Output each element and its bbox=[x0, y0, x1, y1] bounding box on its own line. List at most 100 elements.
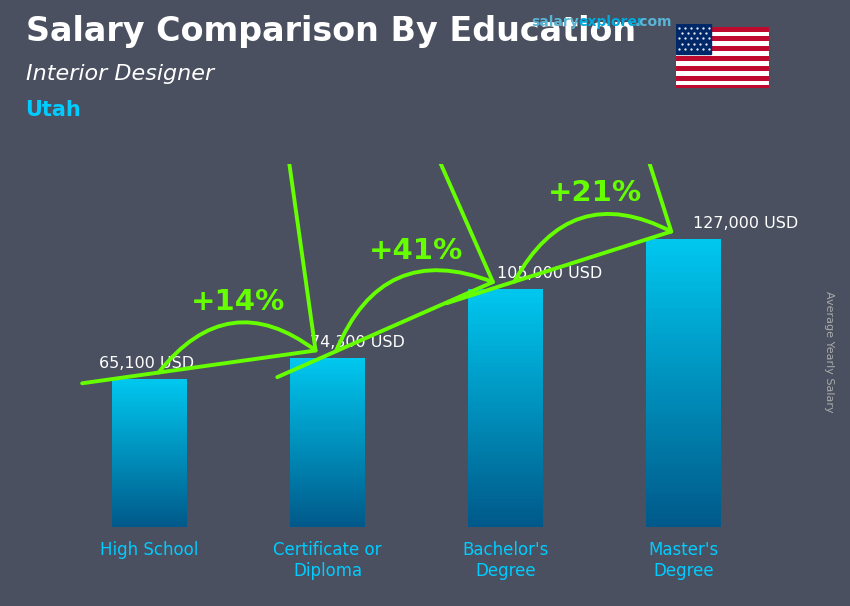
Bar bbox=[290, 480, 365, 482]
Bar bbox=[290, 433, 365, 435]
Bar bbox=[290, 394, 365, 396]
Bar bbox=[468, 353, 543, 355]
Bar bbox=[646, 383, 721, 386]
Bar bbox=[112, 399, 187, 400]
Bar bbox=[468, 448, 543, 451]
Bar bbox=[112, 379, 187, 381]
Bar bbox=[290, 422, 365, 424]
Bar bbox=[112, 410, 187, 412]
Bar bbox=[290, 454, 365, 456]
Bar bbox=[468, 344, 543, 346]
Bar bbox=[468, 420, 543, 422]
Bar bbox=[646, 363, 721, 365]
Bar bbox=[290, 375, 365, 377]
Bar bbox=[646, 426, 721, 429]
Bar bbox=[468, 508, 543, 510]
Bar bbox=[646, 259, 721, 262]
Bar bbox=[646, 375, 721, 377]
Bar bbox=[646, 265, 721, 267]
Bar bbox=[468, 504, 543, 506]
Bar bbox=[646, 288, 721, 290]
Bar bbox=[290, 385, 365, 387]
Bar bbox=[646, 276, 721, 279]
Bar bbox=[112, 493, 187, 494]
Bar bbox=[290, 402, 365, 404]
Bar bbox=[468, 391, 543, 394]
Text: Average Yearly Salary: Average Yearly Salary bbox=[824, 291, 834, 412]
Bar bbox=[112, 387, 187, 388]
Bar bbox=[112, 474, 187, 476]
Bar bbox=[290, 484, 365, 485]
Bar bbox=[112, 413, 187, 415]
Bar bbox=[112, 520, 187, 521]
Bar bbox=[290, 512, 365, 514]
Bar bbox=[290, 502, 365, 504]
Bar bbox=[468, 339, 543, 341]
Bar bbox=[676, 71, 769, 76]
Bar bbox=[290, 444, 365, 446]
Bar bbox=[290, 470, 365, 471]
Bar bbox=[468, 382, 543, 384]
Bar bbox=[646, 337, 721, 339]
Bar bbox=[646, 510, 721, 513]
Bar bbox=[290, 413, 365, 414]
Bar bbox=[290, 439, 365, 441]
Bar bbox=[646, 455, 721, 458]
Bar bbox=[468, 318, 543, 319]
Bar bbox=[112, 517, 187, 518]
Bar bbox=[112, 416, 187, 418]
Bar bbox=[112, 478, 187, 480]
Bar bbox=[646, 339, 721, 342]
Bar bbox=[468, 308, 543, 310]
Bar bbox=[646, 507, 721, 510]
Bar bbox=[112, 461, 187, 462]
Bar bbox=[112, 489, 187, 490]
Bar bbox=[646, 521, 721, 524]
Bar bbox=[468, 474, 543, 477]
Bar bbox=[646, 400, 721, 403]
Bar bbox=[468, 384, 543, 387]
Bar bbox=[112, 446, 187, 447]
Bar bbox=[290, 364, 365, 365]
Bar bbox=[290, 389, 365, 390]
Bar bbox=[468, 358, 543, 360]
Bar bbox=[468, 415, 543, 418]
Bar bbox=[112, 412, 187, 413]
Bar bbox=[646, 478, 721, 481]
Bar bbox=[468, 477, 543, 479]
Bar bbox=[290, 367, 365, 368]
Bar bbox=[646, 487, 721, 490]
Bar bbox=[646, 308, 721, 311]
Bar bbox=[112, 418, 187, 419]
Bar bbox=[646, 250, 721, 253]
Bar bbox=[646, 481, 721, 484]
Bar bbox=[112, 467, 187, 468]
Bar bbox=[112, 447, 187, 449]
Bar bbox=[646, 452, 721, 455]
Bar bbox=[112, 444, 187, 446]
Bar bbox=[112, 425, 187, 427]
Bar bbox=[112, 481, 187, 483]
Bar bbox=[468, 291, 543, 293]
Bar bbox=[290, 517, 365, 519]
Bar bbox=[646, 467, 721, 470]
Bar bbox=[676, 56, 769, 61]
Bar bbox=[112, 390, 187, 391]
Bar bbox=[676, 24, 711, 53]
Bar bbox=[290, 500, 365, 502]
Bar bbox=[112, 521, 187, 523]
Bar bbox=[290, 379, 365, 381]
Text: explorer: explorer bbox=[578, 15, 644, 29]
Bar bbox=[112, 394, 187, 396]
Bar bbox=[646, 519, 721, 521]
Bar bbox=[646, 242, 721, 244]
Bar bbox=[112, 484, 187, 486]
Bar bbox=[646, 435, 721, 438]
Bar bbox=[290, 446, 365, 448]
Bar bbox=[646, 334, 721, 337]
Bar bbox=[646, 299, 721, 302]
Bar bbox=[646, 441, 721, 444]
Bar bbox=[112, 424, 187, 425]
Bar bbox=[646, 377, 721, 380]
Bar bbox=[290, 370, 365, 372]
